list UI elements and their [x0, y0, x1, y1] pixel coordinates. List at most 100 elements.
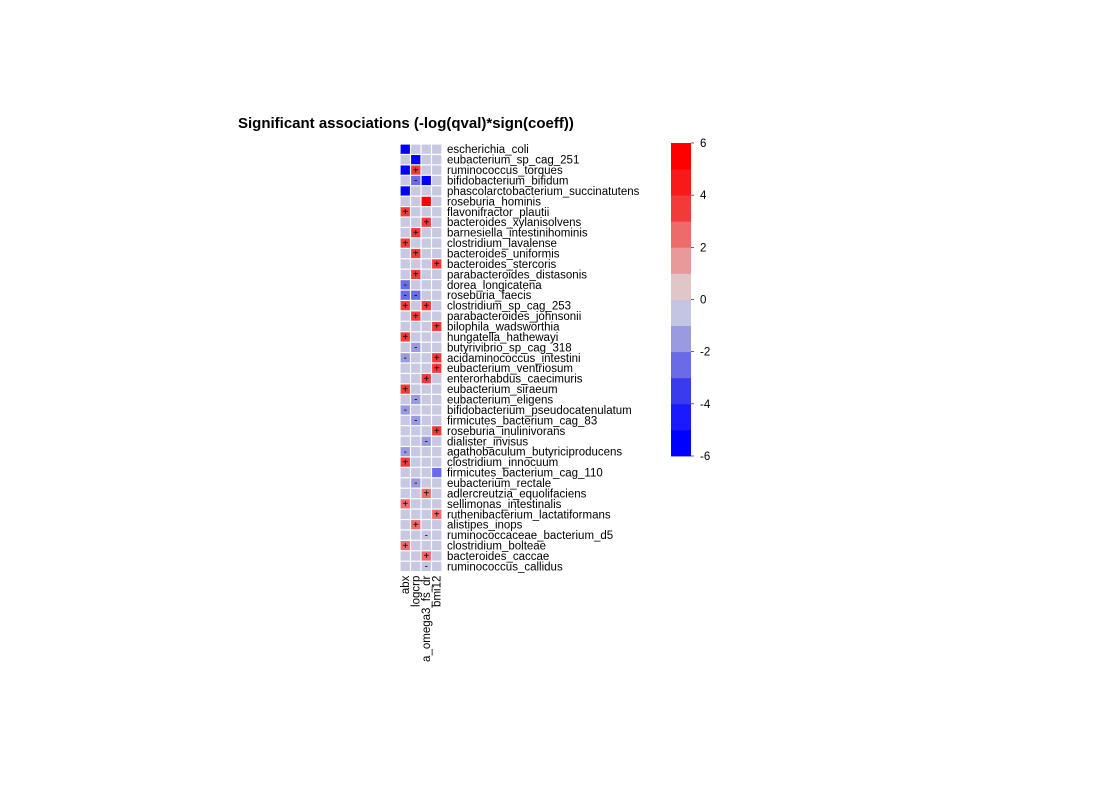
row-label: clostridium_lavalense — [447, 238, 557, 250]
row-label: sellimonas_intestinalis — [447, 499, 562, 511]
heatmap-cell — [400, 217, 410, 227]
heatmap-cell — [411, 509, 421, 519]
heatmap-cell — [432, 436, 442, 446]
cell-sign-label: - — [414, 176, 417, 187]
heatmap-cell — [421, 509, 431, 519]
heatmap-cell — [421, 165, 431, 175]
heatmap-cell — [411, 165, 421, 175]
heatmap-cell — [432, 457, 442, 467]
column-label: a_omega3_fs_dr — [421, 575, 433, 661]
heatmap-cell — [432, 248, 442, 259]
cell-sign-label: + — [413, 311, 419, 322]
heatmap-cell — [400, 301, 410, 311]
row-label: agathobaculum_butyriciproducens — [447, 447, 622, 459]
row-label: clostridium_sp_cag_253 — [447, 301, 571, 313]
heatmap-cell — [421, 259, 431, 269]
heatmap-cell — [400, 426, 410, 436]
heatmap-cell — [432, 165, 442, 175]
heatmap-cell — [411, 520, 421, 530]
heatmap-cell — [411, 478, 421, 488]
heatmap-cell — [400, 561, 410, 572]
heatmap-cell — [400, 478, 410, 488]
row-label: bifidobacterium_bifidum — [447, 176, 568, 188]
heatmap-cell — [432, 363, 442, 373]
cell-sign-label: - — [425, 436, 428, 447]
column-label: bmi12 — [432, 576, 444, 607]
heatmap-cell — [400, 509, 410, 519]
heatmap-cell — [400, 342, 410, 352]
column-label: logcrp — [411, 576, 423, 607]
row-label: bilophila_wadsworthia — [447, 322, 560, 334]
heatmap-cell — [411, 457, 421, 467]
row-label: eubacterium_ventriosum — [447, 363, 573, 375]
heatmap-cell — [432, 196, 442, 206]
heatmap-cell — [421, 269, 431, 279]
heatmap-cell — [411, 530, 421, 540]
heatmap-cell — [421, 228, 431, 238]
heatmap-cell — [411, 186, 421, 196]
legend-tick-label: -2 — [700, 347, 710, 359]
heatmap-cell — [400, 321, 410, 332]
row-labels: escherichia_colieubacterium_sp_cag_251ru… — [447, 144, 640, 573]
row-label: eubacterium_sp_cag_251 — [447, 155, 579, 167]
heatmap-cell — [432, 269, 442, 279]
row-label: bacteroides_caccae — [447, 551, 549, 563]
heatmap-cell — [421, 478, 431, 488]
row-label: ruminococcus_callidus — [447, 561, 563, 573]
row-label: eubacterium_siraeum — [447, 384, 558, 396]
heatmap-cell — [421, 467, 431, 478]
heatmap-cell — [411, 488, 421, 499]
heatmap-cell — [421, 332, 431, 342]
chart-title: Significant associations (-log(qval)*sig… — [238, 115, 574, 132]
heatmap-cell — [421, 561, 431, 572]
heatmap-cell — [411, 447, 421, 457]
heatmap-cell — [421, 186, 431, 196]
heatmap-cell — [411, 175, 421, 186]
heatmap-cell — [432, 405, 442, 415]
heatmap-cell — [400, 259, 410, 269]
cell-sign-label: - — [404, 353, 407, 364]
heatmap-cell — [411, 248, 421, 259]
heatmap-cell — [421, 530, 431, 540]
cell-sign-label: + — [413, 165, 419, 176]
heatmap-cell — [411, 217, 421, 227]
heatmap-cell — [432, 290, 442, 300]
row-label: eubacterium_eligens — [447, 395, 553, 407]
cell-sign-label: + — [402, 207, 408, 218]
cell-sign-label: + — [402, 301, 408, 312]
heatmap-cell — [421, 238, 431, 248]
heatmap-cell — [411, 155, 421, 165]
cell-sign-label: + — [423, 551, 429, 562]
heatmap-cell — [432, 384, 442, 394]
heatmap-cell — [432, 228, 442, 238]
heatmap-cell — [400, 144, 410, 154]
heatmap-cell — [400, 467, 410, 478]
cell-sign-label: + — [434, 509, 440, 520]
heatmap-cell — [421, 175, 431, 186]
row-label: adlercreutzia_equolifaciens — [447, 488, 587, 500]
heatmap-cell — [432, 311, 442, 321]
heatmap-cells: +-+++++++-- -+ ++++-- ++++---+--+-++++-++- — [400, 144, 442, 573]
heatmap-cell — [432, 561, 442, 572]
row-label: firmicutes_bacterium_cag_110 — [447, 468, 603, 480]
cell-sign-label: - — [404, 405, 407, 416]
heatmap-cell — [421, 374, 431, 384]
heatmap-cell — [400, 405, 410, 415]
heatmap-cell — [411, 384, 421, 394]
heatmap-cell — [411, 561, 421, 572]
heatmap-cell — [400, 447, 410, 457]
color-legend: 6 4 2 0 -2 -4 -6 — [671, 138, 711, 463]
legend-color-band — [671, 325, 691, 353]
cell-sign-label: + — [413, 270, 419, 281]
heatmap-cell — [411, 540, 421, 551]
row-label: clostridium_innocuum — [447, 457, 558, 469]
heatmap-cell — [411, 551, 421, 561]
heatmap-cell — [432, 353, 442, 363]
heatmap-cell — [411, 280, 421, 290]
heatmap-cell — [432, 144, 442, 154]
heatmap-cell — [411, 374, 421, 384]
heatmap-cell — [421, 520, 431, 530]
cell-sign-label: + — [402, 238, 408, 249]
heatmap-cell — [432, 238, 442, 248]
heatmap-cell — [411, 353, 421, 363]
